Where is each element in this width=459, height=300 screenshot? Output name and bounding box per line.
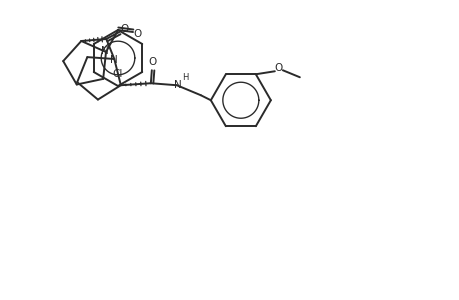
Text: O: O — [120, 24, 128, 34]
Text: O: O — [134, 29, 142, 39]
Text: H: H — [181, 73, 188, 82]
Text: O: O — [274, 63, 282, 73]
Text: N: N — [110, 55, 118, 65]
Text: N: N — [174, 80, 181, 90]
Text: N: N — [101, 46, 109, 56]
Text: O: O — [148, 57, 157, 67]
Text: Cl: Cl — [112, 69, 123, 79]
